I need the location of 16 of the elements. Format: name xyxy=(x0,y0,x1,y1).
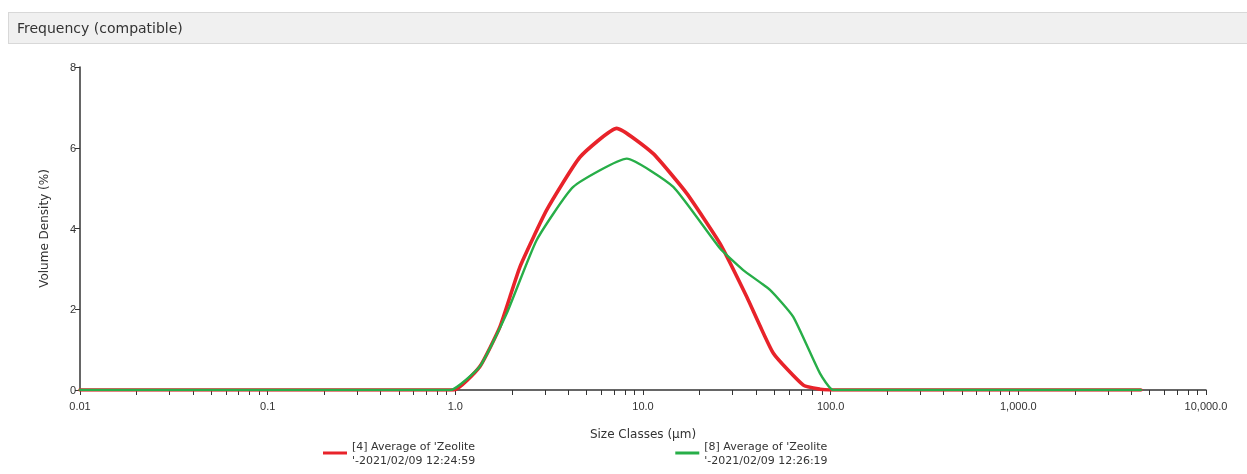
x-axis-title: Size Classes (µm) xyxy=(589,427,697,441)
x-tick-label: 0.01 xyxy=(69,399,91,412)
y-axis-title: Volume Density (%) xyxy=(37,169,51,288)
y-tick-label: 6 xyxy=(69,141,76,154)
chart-title: Frequency (compatible) xyxy=(17,20,183,36)
legend-label: [8] Average of 'Zeolite '-2021/02/09 12:26:19 xyxy=(704,439,828,467)
x-tick-label: 1.0 xyxy=(447,399,463,412)
legend-label: [4] Average of 'Zeolite '-2021/02/09 12:24:59 xyxy=(352,439,476,467)
y-tick-label: 4 xyxy=(69,222,76,235)
y-tick-label: 8 xyxy=(69,61,76,73)
x-tick-label: 100.0 xyxy=(816,399,845,412)
x-tick-label: 0.1 xyxy=(260,399,276,412)
x-tick-label: 10.0 xyxy=(632,399,654,412)
x-tick-label: 10,000.0 xyxy=(1184,399,1228,412)
x-tick-label: 1,000.0 xyxy=(999,399,1037,412)
y-tick-label: 2 xyxy=(69,303,76,316)
